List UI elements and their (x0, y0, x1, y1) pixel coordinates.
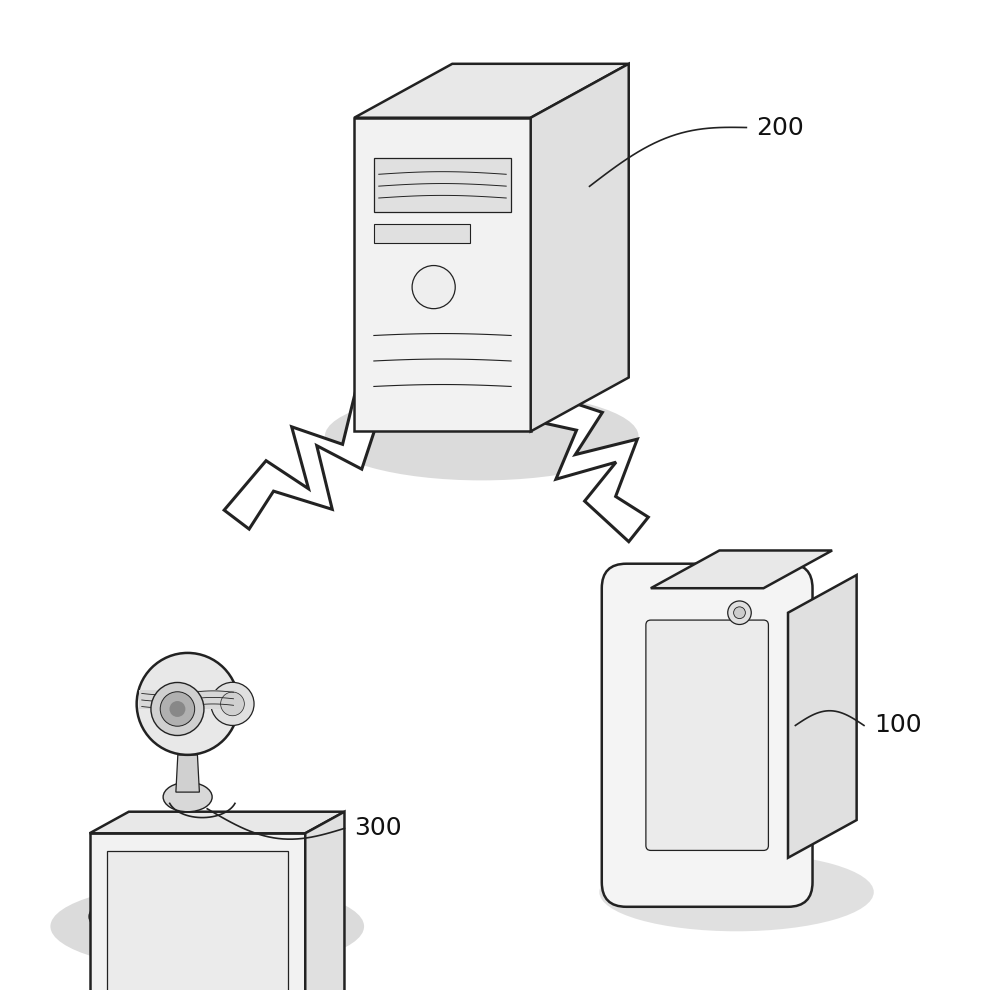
Polygon shape (306, 812, 344, 1000)
Ellipse shape (50, 882, 364, 971)
Circle shape (151, 682, 203, 735)
Circle shape (727, 601, 751, 624)
Circle shape (733, 607, 745, 619)
Polygon shape (517, 387, 649, 542)
Polygon shape (176, 755, 200, 792)
Polygon shape (374, 224, 470, 243)
Text: 300: 300 (354, 816, 402, 840)
Polygon shape (374, 158, 511, 212)
Text: 100: 100 (874, 713, 921, 737)
Circle shape (412, 266, 455, 309)
Ellipse shape (324, 392, 639, 480)
Polygon shape (354, 118, 531, 431)
Ellipse shape (600, 853, 874, 931)
Polygon shape (107, 851, 288, 1000)
Circle shape (137, 653, 239, 755)
Circle shape (211, 682, 254, 725)
FancyBboxPatch shape (646, 620, 769, 850)
Polygon shape (89, 833, 306, 1000)
Polygon shape (788, 575, 856, 858)
Ellipse shape (89, 886, 306, 947)
Polygon shape (531, 64, 629, 431)
Polygon shape (140, 690, 236, 709)
Circle shape (160, 692, 195, 726)
Polygon shape (224, 378, 389, 529)
Circle shape (169, 701, 186, 717)
Polygon shape (651, 550, 833, 588)
Text: 200: 200 (756, 116, 804, 140)
Polygon shape (354, 64, 629, 118)
Ellipse shape (163, 782, 212, 812)
Circle shape (220, 692, 245, 716)
FancyBboxPatch shape (602, 564, 813, 907)
Polygon shape (89, 812, 344, 833)
Polygon shape (163, 833, 232, 882)
